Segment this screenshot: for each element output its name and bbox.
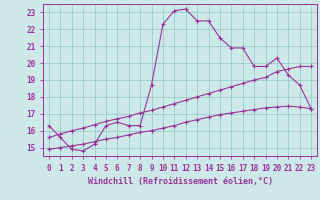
X-axis label: Windchill (Refroidissement éolien,°C): Windchill (Refroidissement éolien,°C): [87, 177, 273, 186]
